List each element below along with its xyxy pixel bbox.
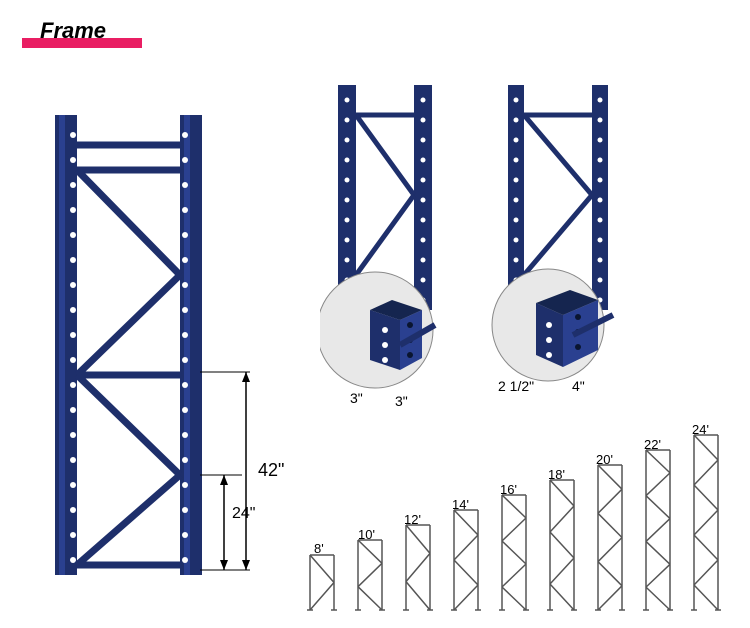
size-5: 18' [548,467,565,482]
size-2: 12' [404,512,421,527]
size-7: 22' [644,437,661,452]
size-3: 14' [452,497,469,512]
detail-b-right-label: 4" [572,378,585,394]
main-frame-illustration [55,115,215,575]
page-title: Frame [22,18,106,44]
size-1: 10' [358,527,375,542]
detail-frame-b [490,85,630,390]
dim-lower-label: 24" [232,505,255,523]
detail-frame-a [320,85,450,390]
detail-b-left-label: 2 1/2" [498,378,534,394]
title-text: Frame [22,18,106,44]
size-8: 24' [692,422,709,437]
dim-upper-label: 42" [258,460,284,481]
size-0: 8' [314,541,324,556]
size-6: 20' [596,452,613,467]
size-4: 16' [500,482,517,497]
height-lineup [300,400,750,620]
